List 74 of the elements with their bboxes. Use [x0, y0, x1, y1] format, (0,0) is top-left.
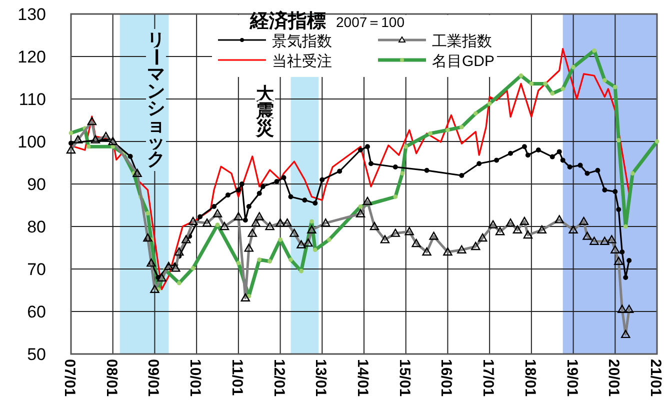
y-tick-label: 70 — [27, 260, 46, 279]
y-tick-label: 110 — [18, 90, 46, 109]
point — [236, 187, 241, 192]
x-tick-label: 18/01 — [521, 359, 538, 397]
point — [68, 140, 74, 146]
x-tick-label: 19/01 — [563, 359, 580, 397]
point — [337, 168, 342, 174]
point — [623, 275, 628, 280]
legend-label: 名目GDP — [432, 53, 495, 70]
y-tick-label: 130 — [18, 5, 46, 24]
point — [476, 161, 482, 166]
y-tick-label: 90 — [27, 175, 46, 194]
point — [560, 158, 566, 163]
x-tick-label: 07/01 — [61, 359, 78, 397]
point — [525, 152, 530, 158]
legend-label: 当社受注 — [272, 53, 332, 70]
point — [368, 161, 374, 166]
point — [556, 149, 562, 154]
point — [584, 170, 590, 176]
point — [578, 162, 583, 168]
point — [242, 218, 248, 223]
point — [459, 173, 464, 178]
x-tick-label: 13/01 — [312, 359, 330, 397]
annotation: リーマンショック — [146, 29, 166, 171]
point — [626, 258, 632, 263]
point — [567, 164, 572, 170]
point — [260, 184, 266, 190]
x-tick-label: 17/01 — [480, 359, 497, 397]
x-tick-label: 16/01 — [438, 359, 455, 397]
x-tick-label: 14/01 — [354, 359, 371, 397]
legend-label: 景気指数 — [272, 33, 332, 50]
point — [536, 148, 541, 152]
x-tick-label: 15/01 — [396, 359, 413, 397]
y-tick-label: 80 — [27, 218, 46, 236]
y-tick-label: 50 — [27, 345, 46, 364]
point — [358, 148, 364, 152]
point — [281, 175, 286, 180]
point — [198, 214, 203, 220]
point — [128, 154, 133, 159]
point — [364, 144, 370, 150]
point — [522, 144, 527, 150]
point — [508, 150, 513, 156]
point — [602, 187, 608, 192]
point — [212, 204, 217, 210]
point — [424, 168, 430, 173]
point — [616, 207, 622, 212]
point — [550, 154, 555, 160]
point — [392, 164, 398, 170]
point — [274, 178, 280, 184]
x-tick-label: 09/01 — [144, 359, 162, 397]
y-tick-label: 120 — [18, 48, 46, 66]
point — [612, 189, 618, 194]
point — [620, 250, 625, 254]
point — [302, 198, 308, 203]
point — [595, 168, 600, 173]
point — [239, 182, 244, 186]
y-tick-label: 100 — [18, 132, 46, 152]
point — [246, 204, 252, 210]
x-tick-label: 11/01 — [228, 359, 246, 396]
point — [494, 158, 500, 163]
x-tick-label: 12/01 — [270, 359, 288, 397]
x-tick-label: 20/01 — [605, 359, 622, 397]
x-tick-label: 08/01 — [102, 359, 120, 397]
x-tick-label: 10/01 — [186, 359, 204, 397]
point — [256, 190, 262, 196]
point — [312, 200, 318, 206]
point — [225, 192, 230, 198]
point — [288, 194, 294, 200]
legend-label: 工業指数 — [432, 33, 492, 50]
point — [320, 177, 325, 182]
y-tick-label: 60 — [27, 302, 46, 322]
chart-subtitle: 2007＝100 — [336, 14, 405, 30]
chart-title: 経済指標 — [249, 10, 326, 32]
x-tick-label: 21/01 — [647, 359, 664, 397]
